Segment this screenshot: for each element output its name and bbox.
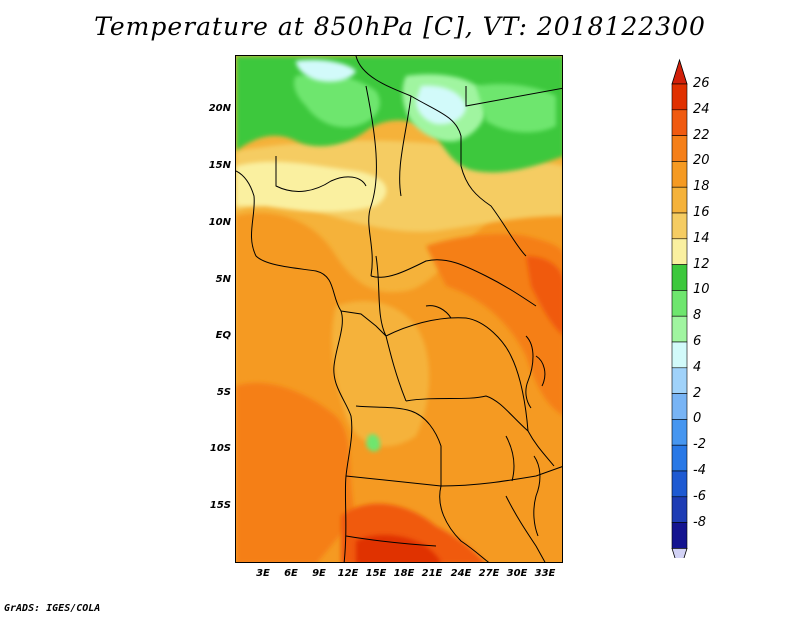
- colorbar-swatch: [671, 367, 688, 394]
- lat-label-15s: 15S: [209, 500, 231, 511]
- lon-label-30e: 30E: [506, 568, 528, 579]
- lat-label-15n: 15N: [208, 160, 231, 171]
- lon-label-9e: 9E: [312, 568, 326, 579]
- colorbar-label: 12: [693, 256, 710, 272]
- colorbar-label: -8: [693, 514, 706, 530]
- colorbar-swatch: [671, 341, 688, 369]
- colorbar-label: 24: [693, 101, 710, 117]
- colorbar-label: 8: [693, 308, 702, 324]
- colorbar-swatch: [671, 290, 688, 317]
- colorbar-label: 6: [693, 334, 702, 349]
- lon-label-3e: 3E: [256, 568, 270, 579]
- lon-label-15e: 15E: [365, 568, 387, 579]
- lon-label-21e: 21E: [421, 568, 443, 579]
- colorbar-label: 10: [693, 282, 710, 298]
- colorbar-swatch: [671, 393, 688, 420]
- grads-credit: GrADS: IGES/COLA: [4, 603, 101, 614]
- colorbar-label: 22: [693, 127, 710, 143]
- colorbar-swatch: [671, 109, 688, 136]
- colorbar-label: 20: [693, 153, 710, 169]
- colorbar-swatch: [671, 264, 688, 291]
- colorbar-label: 2: [693, 385, 702, 401]
- colorbar-swatch: [671, 315, 688, 343]
- colorbar-label: 18: [693, 179, 710, 195]
- colorbar: [671, 58, 688, 558]
- lon-label-18e: 18E: [393, 568, 415, 579]
- colorbar-swatch: [671, 238, 688, 265]
- map-fields: [236, 56, 562, 562]
- colorbar-label: 4: [693, 359, 702, 375]
- colorbar-label: 16: [693, 205, 710, 220]
- colorbar-label: 0: [693, 411, 702, 427]
- colorbar-swatch: [671, 83, 688, 111]
- lon-label-33e: 33E: [534, 568, 556, 579]
- colorbar-label: -6: [693, 488, 706, 504]
- chart-title: Temperature at 850hPa [C], VT: 201812230…: [94, 12, 706, 41]
- colorbar-label: -2: [693, 437, 706, 453]
- colorbar-label: 26: [693, 76, 710, 91]
- lat-label-10n: 10N: [208, 217, 231, 228]
- colorbar-swatch: [671, 161, 688, 188]
- colorbar-label: -4: [693, 463, 706, 478]
- colorbar-swatch: [671, 135, 688, 162]
- lat-label-5n: 5N: [215, 274, 231, 285]
- colorbar-cap-low: [671, 547, 688, 558]
- lat-label-10s: 10S: [209, 443, 231, 454]
- temperature-map: [235, 55, 563, 563]
- colorbar-label: 14: [693, 230, 710, 246]
- colorbar-swatch: [671, 496, 688, 523]
- lon-label-12e: 12E: [337, 568, 359, 579]
- lon-label-6e: 6E: [284, 568, 298, 579]
- colorbar-cap-high: [671, 58, 688, 85]
- colorbar-swatch: [671, 444, 688, 472]
- colorbar-swatch: [671, 186, 688, 214]
- lat-label-20n: 20N: [208, 103, 231, 114]
- colorbar-swatch: [671, 212, 688, 240]
- lat-label-5s: 5S: [216, 387, 231, 398]
- lon-label-27e: 27E: [478, 568, 500, 579]
- lon-label-24e: 24E: [450, 568, 472, 579]
- colorbar-swatch: [671, 470, 688, 498]
- colorbar-swatch: [671, 522, 688, 549]
- lat-label-eq: EQ: [215, 330, 231, 341]
- colorbar-swatch: [671, 419, 688, 446]
